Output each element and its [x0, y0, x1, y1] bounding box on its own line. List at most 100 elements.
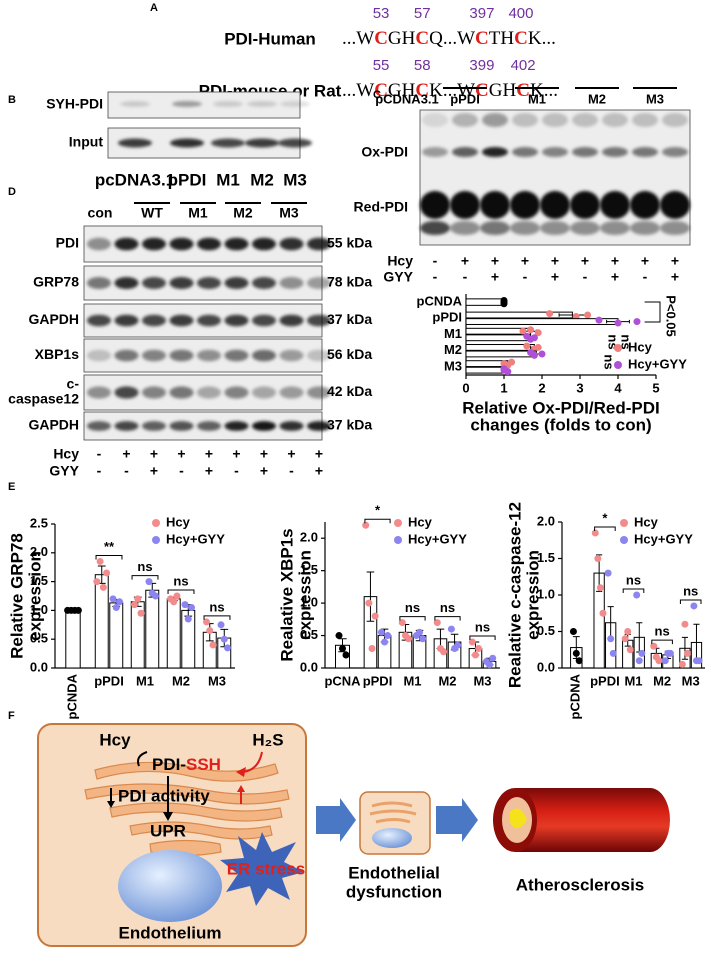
x-tick-label: 3 — [576, 380, 583, 395]
data-point — [534, 329, 542, 337]
residue: . — [548, 80, 553, 101]
blot-band — [510, 191, 540, 219]
residue: . — [352, 28, 357, 49]
x-tick-label: 0 — [462, 380, 469, 395]
data-point — [596, 584, 604, 592]
treatment-sign: + — [205, 463, 213, 479]
blot-band — [307, 421, 331, 431]
treatment-sign: + — [122, 446, 130, 462]
legend-label: Hcy+GYY — [634, 531, 693, 546]
data-point — [454, 641, 462, 649]
blot-band — [450, 191, 480, 219]
lane-label: M1 — [188, 205, 208, 221]
blot-band — [278, 138, 312, 148]
blot-band — [602, 113, 628, 127]
annotation: ns — [626, 572, 641, 587]
data-point — [599, 609, 607, 617]
residue: . — [347, 28, 352, 49]
residue: W — [457, 80, 475, 101]
treatment-sign: + — [177, 446, 185, 462]
legend-label: Hcy — [408, 514, 433, 529]
residue: C — [475, 28, 489, 49]
legend-marker — [620, 536, 628, 544]
schematic-label: SSH — [186, 755, 221, 774]
data-point — [500, 300, 508, 308]
blot-band — [572, 113, 598, 127]
data-point — [74, 606, 82, 614]
data-point — [339, 645, 346, 653]
treatment-sign: - — [289, 463, 294, 479]
blot-band — [118, 138, 152, 148]
data-point — [575, 657, 583, 665]
residue: T — [489, 28, 501, 49]
data-point — [530, 351, 538, 359]
blot-band — [572, 147, 598, 157]
treatment-sign: - — [234, 463, 239, 479]
category-label: pCNA — [324, 673, 361, 688]
category-label: M1 — [403, 673, 421, 688]
blot-band — [420, 221, 450, 235]
category-label: M1 — [444, 326, 462, 341]
annotation: ns — [440, 600, 455, 615]
category-label: M3 — [208, 673, 226, 688]
residue: . — [342, 80, 347, 101]
category-label: pCNDA — [417, 294, 463, 309]
blot-band — [510, 221, 540, 235]
significance-bracket — [469, 635, 496, 641]
significance-bracket — [594, 526, 616, 531]
data-point — [569, 628, 577, 635]
blot-band — [307, 314, 331, 327]
treatment-sign: + — [641, 253, 649, 269]
bar — [65, 609, 81, 669]
blot-band — [600, 191, 630, 219]
residue-number: 58 — [414, 57, 431, 74]
blot-band — [247, 101, 277, 107]
data-point — [371, 612, 379, 620]
panel-label: A — [150, 2, 158, 14]
blot-band — [570, 191, 600, 219]
blot-band — [245, 138, 279, 148]
blot-band — [142, 314, 166, 327]
arrow-head — [107, 801, 115, 808]
plaque — [510, 808, 527, 829]
group-label: pPDI — [450, 91, 480, 106]
residue-number: 397 — [469, 5, 494, 22]
row-label: GAPDH — [28, 417, 79, 433]
treatment-sign: + — [491, 253, 499, 269]
blot-band — [170, 138, 204, 148]
annotation: * — [602, 510, 608, 525]
data-point — [633, 591, 641, 599]
category-label: pPDI — [590, 673, 620, 688]
significance-bracket — [95, 554, 123, 560]
data-point — [527, 326, 535, 334]
legend-marker — [394, 519, 402, 527]
x-tick-label: 5 — [652, 380, 659, 395]
annotation: ns — [137, 559, 152, 574]
data-point — [678, 660, 686, 668]
treatment-sign: + — [232, 446, 240, 462]
blot-band — [169, 386, 194, 399]
data-point — [145, 578, 153, 586]
bar — [465, 311, 573, 319]
blot-band — [482, 113, 508, 127]
residue-number: 55 — [373, 57, 390, 74]
bar — [465, 350, 537, 358]
data-point — [223, 644, 231, 652]
data-point — [93, 578, 101, 586]
residue: . — [452, 80, 457, 101]
treatment-sign: + — [461, 253, 469, 269]
data-point — [684, 649, 692, 657]
significance-bracket — [167, 589, 195, 594]
treatment-sign: - — [433, 269, 438, 285]
residue: C — [415, 80, 429, 101]
data-point — [527, 335, 535, 343]
blot-band — [452, 147, 478, 157]
blot-band — [87, 314, 111, 327]
residue: W — [356, 28, 374, 49]
blot-band — [422, 113, 448, 127]
blot-band — [252, 314, 276, 327]
data-point — [624, 628, 632, 635]
schematic-label: PDI-SSH — [152, 755, 221, 774]
stress-burst — [220, 832, 304, 906]
